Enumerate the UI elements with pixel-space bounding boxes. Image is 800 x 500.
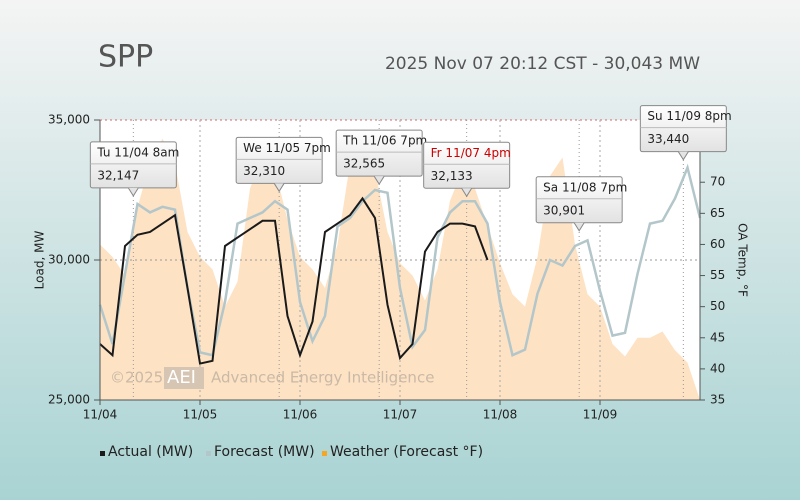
watermark: Advanced Energy Intelligence [211,369,434,387]
watermark-badge [164,367,204,389]
callout: We 11/05 7pm 32,310 [235,136,331,193]
x-tick-label: 11/06 [283,408,318,422]
callout-label: Tu 11/04 8am [96,145,179,159]
y-tick-label: 35,000 [48,113,90,127]
series-line [99,196,489,365]
chart-subtitle: 2025 Nov 07 20:12 CST - 30,043 MW [385,54,700,74]
y2-tick-label: 65 [710,206,725,220]
series-line [98,163,702,357]
callout-value: 32,565 [343,157,385,171]
x-tick-label: 11/08 [483,408,518,422]
callout: Th 11/06 7pm 32,565 [335,129,427,186]
callout-label: Fr 11/07 4pm [431,146,511,160]
watermark: ©2025 [110,369,163,387]
callout-pointer [127,187,139,197]
y-tick-label: 25,000 [48,393,90,407]
callout-label: We 11/05 7pm [243,141,331,155]
x-tick-label: 11/09 [583,408,618,422]
chart-title: SPP [98,40,153,75]
y2-axis-label: OA Temp, °F [736,223,750,297]
callout-value: 33,440 [647,132,689,146]
callout-value: 32,133 [431,169,473,183]
legend-swatch [100,451,105,456]
x-tick-label: 11/04 [83,408,118,422]
callout-pointer [573,222,585,232]
legend-label: Weather (Forecast °F) [330,444,483,460]
y2-tick-label: 45 [710,330,725,344]
y2-tick-label: 40 [710,361,725,375]
y2-tick-label: 60 [710,237,725,251]
y2-tick-label: 50 [710,299,725,313]
legend-label: Actual (MW) [108,444,193,460]
x-tick-label: 11/05 [183,408,218,422]
callout-value: 32,147 [97,168,139,182]
legend-label: Forecast (MW) [214,444,315,460]
callout-label: Sa 11/08 7pm [543,180,627,194]
callout: Su 11/09 8pm 33,440 [639,105,732,161]
legend-swatch [206,451,211,456]
plot-layer: 25,000 30,000 35,000 35 40 45 50 55 60 65 70 11/04 1… [48,105,732,460]
callout: Sa 11/08 7pm 30,901 [535,176,627,232]
callout-label: Su 11/09 8pm [647,109,731,123]
y-axis-label: Load, MW [33,231,47,290]
y2-tick-label: 55 [710,268,725,282]
y2-tick-label: 70 [710,175,725,189]
callout-pointer [273,183,285,193]
callout-label: Th 11/06 7pm [342,134,427,148]
y2-tick-label: 35 [710,393,725,407]
callout-pointer [461,188,473,198]
x-tick-label: 11/07 [383,408,418,422]
callout-value: 30,901 [543,203,585,217]
callout-pointer [373,175,385,186]
callout: Tu 11/04 8am 32,147 [89,141,179,197]
callout-value: 32,310 [243,164,285,178]
callout-pointer [677,151,689,161]
y-tick-label: 30,000 [48,253,90,267]
callout: Fr 11/07 4pm 32,133 [423,141,511,198]
legend-swatch [322,451,327,456]
watermark: AEI [167,367,196,388]
